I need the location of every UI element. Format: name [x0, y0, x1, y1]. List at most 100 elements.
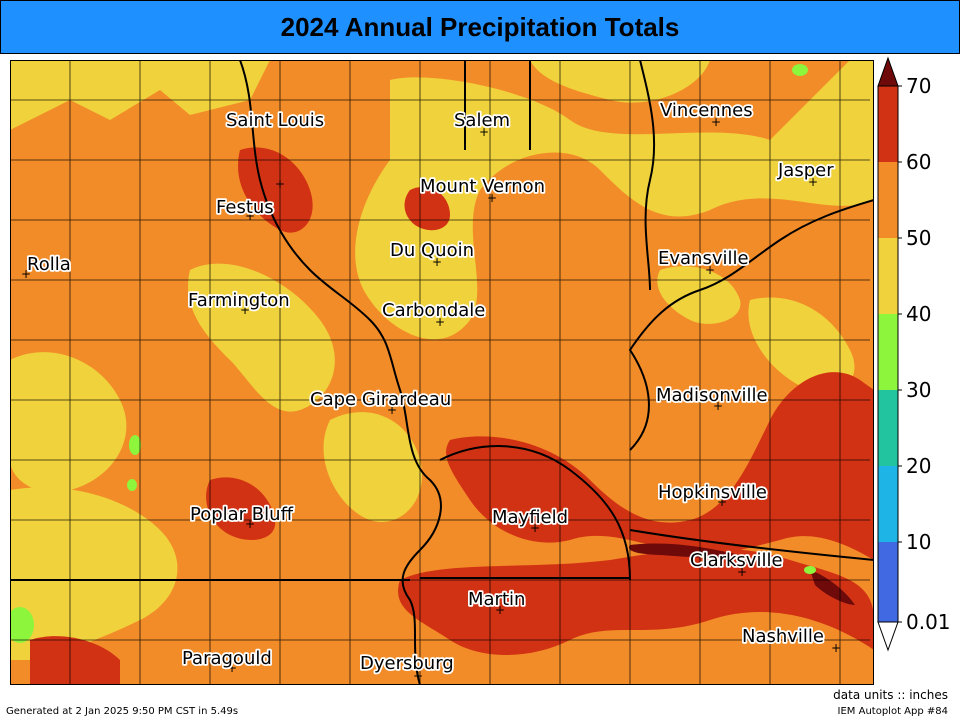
colorbar-over-triangle [877, 56, 899, 87]
city-madisonville: + Madisonville [654, 383, 769, 413]
colorbar-under-triangle [877, 621, 899, 652]
city-label: Carbondale [382, 300, 485, 321]
generated-timestamp: Generated at 2 Jan 2025 9:50 PM CST in 5… [6, 706, 239, 717]
band-30-40-spot [804, 566, 816, 574]
city-mayfield: + Mayfield [490, 505, 570, 535]
city-mount-vernon: + Mount Vernon [418, 174, 547, 205]
city-marker: + [413, 669, 423, 683]
band-60-70-region [446, 372, 874, 560]
colorbar-tick-label: 60 [906, 150, 931, 174]
city-label: Festus [216, 197, 274, 218]
colorbar-band-60-70 [878, 86, 898, 162]
band-40-50-region [10, 487, 178, 660]
colorbar-band-10-20 [878, 466, 898, 542]
city-paragould: + Paragould [180, 646, 273, 675]
city-marker: + [713, 399, 723, 413]
colorbar-tick-label: 0.01 [906, 610, 951, 634]
city-marker: + [275, 177, 285, 191]
city-label: Paragould [182, 648, 272, 669]
city-poplar-bluff: + Poplar Bluff [188, 502, 295, 531]
city-marker: + [737, 565, 747, 579]
band-40-50-region [355, 60, 874, 340]
colorbar-band-30-40 [878, 314, 898, 390]
city-marker: + [21, 267, 31, 281]
city-nashville: + Nashville [740, 624, 841, 655]
band-70-plus-region [810, 570, 855, 605]
precipitation-map: + Saint Louis + Salem + Vincennes + Jasp… [10, 60, 874, 685]
app-credit: IEM Autoplot App #84 [837, 706, 948, 717]
city-marker: + [711, 115, 721, 129]
colorbar-tick-label: 30 [906, 378, 931, 402]
band-40-50-region [323, 412, 422, 522]
colorbar-tick-label: 50 [906, 226, 931, 250]
city-marker: + [227, 661, 237, 675]
city-label: Vincennes [660, 100, 753, 121]
band-30-40-spot [10, 607, 34, 643]
city-marker: + [387, 403, 397, 417]
city-marker: + [530, 521, 540, 535]
colorbar-tick-label: 10 [906, 530, 931, 554]
city-evansville: + Evansville [656, 246, 750, 277]
city-martin: + Martin [466, 587, 527, 617]
city-du-quoin: + Du Quoin [388, 238, 476, 269]
colorbar: 70 60 50 40 30 20 10 0.01 [877, 56, 951, 652]
colorbar-band-20-30 [878, 390, 898, 466]
city-label: Mount Vernon [420, 176, 545, 197]
city-label: Madisonville [656, 385, 768, 406]
colorbar-band-0-10 [878, 542, 898, 622]
title-bar: 2024 Annual Precipitation Totals [0, 0, 960, 54]
page-title: 2024 Annual Precipitation Totals [280, 11, 680, 42]
city-label: Saint Louis [226, 110, 324, 131]
city-marker: + [705, 263, 715, 277]
city-rolla: + Rolla [21, 252, 73, 281]
band-40-50-region [748, 297, 855, 393]
city-label: Clarksville [690, 550, 783, 571]
city-label: Mayfield [492, 507, 568, 528]
city-vincennes: + Vincennes [658, 98, 754, 129]
city-layer: + Saint Louis + Salem + Vincennes + Jasp… [21, 98, 841, 683]
city-cape-girardeau: + Cape Girardeau [308, 387, 453, 417]
map-frame [10, 60, 874, 685]
band-40-50-region [188, 263, 335, 412]
colorbar-tick-label: 40 [906, 302, 931, 326]
colorbar-tick-label: 70 [906, 74, 931, 98]
state-boundaries [10, 60, 874, 685]
band-40-50-region [10, 352, 127, 493]
city-hopkinsville: + Hopkinsville [656, 480, 768, 509]
city-clarksville: + Clarksville [688, 548, 784, 579]
band-30-40-spot [127, 479, 137, 491]
band-30-40-spot [792, 64, 808, 76]
city-marker: + [245, 209, 255, 223]
city-label: Salem [454, 110, 510, 131]
band-60-70-region [404, 186, 450, 231]
city-label: Evansville [658, 248, 749, 269]
city-marker: + [831, 641, 841, 655]
city-farmington: + Farmington [186, 288, 291, 317]
city-label: Poplar Bluff [190, 504, 294, 525]
city-marker: + [487, 191, 497, 205]
city-marker: + [245, 517, 255, 531]
city-salem: + Salem [452, 108, 512, 139]
city-dyersburg: + Dyersburg [358, 651, 455, 683]
colorbar-band-50-60 [878, 162, 898, 238]
city-saint-louis: + Saint Louis [224, 108, 326, 191]
city-label: Du Quoin [390, 240, 474, 261]
city-carbondale: + Carbondale [380, 298, 487, 329]
city-label: Farmington [188, 290, 290, 311]
city-jasper: + Jasper [775, 158, 836, 189]
city-marker: + [240, 303, 250, 317]
units-label: data units :: inches [833, 688, 948, 702]
city-marker: + [495, 603, 505, 617]
city-marker: + [808, 175, 818, 189]
band-40-50-region [530, 60, 710, 103]
city-marker: + [479, 125, 489, 139]
city-label: Hopkinsville [658, 482, 767, 503]
city-marker: + [432, 255, 442, 269]
colorbar-band-40-50 [878, 238, 898, 314]
city-label: Nashville [742, 626, 824, 647]
colorbar-ticks [898, 85, 902, 623]
city-label: Dyersburg [360, 653, 454, 674]
city-festus: + Festus [214, 195, 275, 223]
city-marker: + [435, 315, 445, 329]
city-label: Jasper [777, 160, 834, 181]
